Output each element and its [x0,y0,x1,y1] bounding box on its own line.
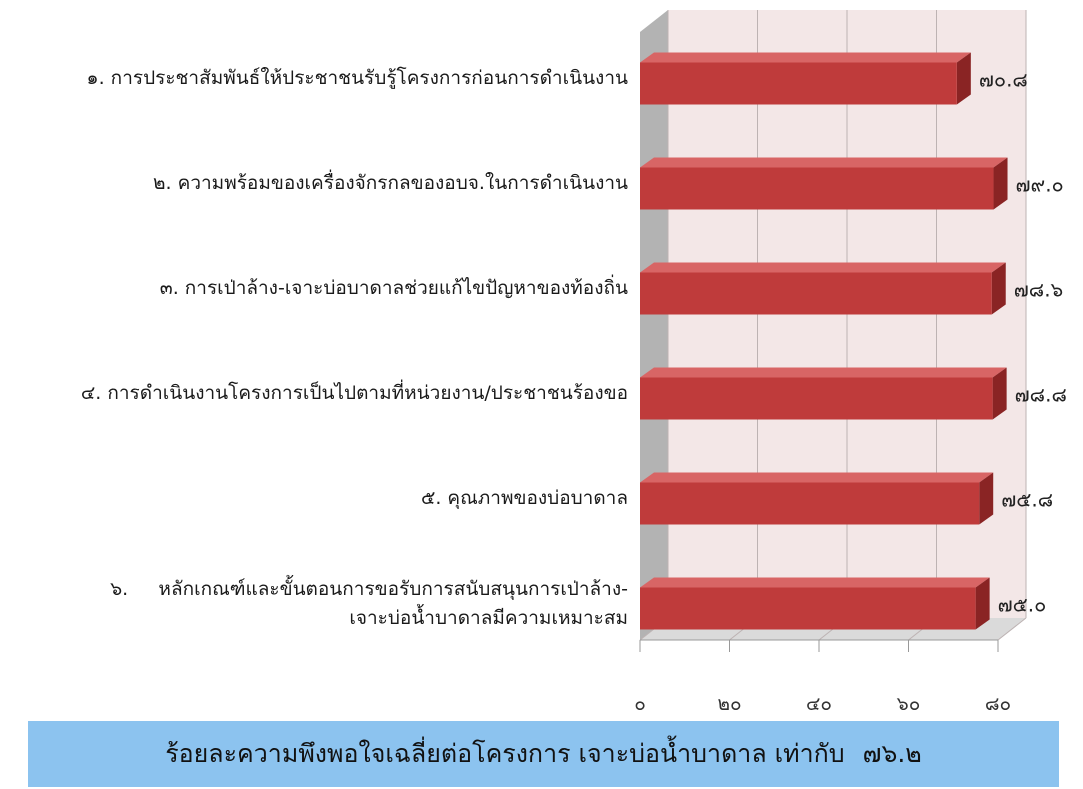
bar [640,377,993,420]
category-label-line: ๒. ความพร้อมของเครื่องจักรกลของอบจ.ในการ… [153,172,628,194]
bar-side [991,262,1006,315]
x-tick-label: ๒๐ [717,693,741,715]
bar-top [640,472,994,483]
bar-side [975,577,990,630]
banner-average-value: ๗๖.๒ [862,739,922,768]
category-label: ๔. การดำเนินงานโครงการเป็นไปตามที่หน่วยง… [81,379,628,408]
category-label-line: ๓. การเป่าล้าง-เจาะบ่อบาดาลช่วยแก้ไขปัญห… [159,277,628,299]
bar-value-label: ๗๕.๐ [998,593,1047,617]
bar-top [640,157,1008,168]
category-label-line: ๖. หลักเกณฑ์และขั้นตอนการขอรับการสนับสนุ… [110,577,628,600]
banner-text: ร้อยละความพึงพอใจเฉลี่ยต่อโครงการ เจาะบ่… [165,739,845,768]
bar-value-label: ๗๐.๘ [979,68,1028,92]
x-tick-label: ๐ [634,693,646,715]
category-label: ๕. คุณภาพของบ่อบาดาล [421,484,628,513]
category-label-line: ๔. การดำเนินงานโครงการเป็นไปตามที่หน่วยง… [80,382,628,404]
bar [640,167,994,210]
category-label: ๖. หลักเกณฑ์และขั้นตอนการขอรับการสนับสนุ… [110,575,628,633]
bar-top [640,52,971,63]
category-label-line: ๑. การประชาสัมพันธ์ให้ประชาชนรับรู้โครงก… [86,67,628,89]
bar-top [640,262,1006,273]
category-label: ๑. การประชาสัมพันธ์ให้ประชาชนรับรู้โครงก… [87,64,628,93]
bar-side [979,472,994,525]
x-tick-label: ๖๐ [897,693,921,715]
bar [640,62,957,105]
bar-value-label: ๗๘.๖ [1014,278,1064,302]
category-label: ๒. ความพร้อมของเครื่องจักรกลของอบจ.ในการ… [153,169,628,198]
bar-chart: ๐ ๒๐ ๔๐ ๖๐ ๘๐ ๗๐.๘๗๙.๐๗๘.๖๗๘.๘๗๕.๘๗๕.๐ [634,10,1067,715]
bar-top [640,577,990,588]
gridline-floor [997,617,1027,641]
bar-side [956,52,971,105]
category-label-line: ๕. คุณภาพของบ่อบาดาล [420,487,628,509]
bar-value-label: ๗๘.๘ [1015,383,1067,407]
category-label-line: เจาะบ่อน้ำบาดาลมีความเหมาะสม [349,606,628,629]
x-tick-label: ๔๐ [806,693,832,715]
bar [640,587,976,630]
bar-side [993,157,1008,210]
bar [640,482,980,525]
bar-top [640,367,1007,378]
bar-side [992,367,1007,420]
bar-value-label: ๗๕.๘ [1001,488,1053,512]
average-banner: ร้อยละความพึงพอใจเฉลี่ยต่อโครงการ เจาะบ่… [28,721,1059,787]
category-label: ๓. การเป่าล้าง-เจาะบ่อบาดาลช่วยแก้ไขปัญห… [160,274,628,303]
bar [640,272,992,315]
x-tick-label: ๘๐ [985,693,1011,715]
bar-value-label: ๗๙.๐ [1016,173,1064,197]
